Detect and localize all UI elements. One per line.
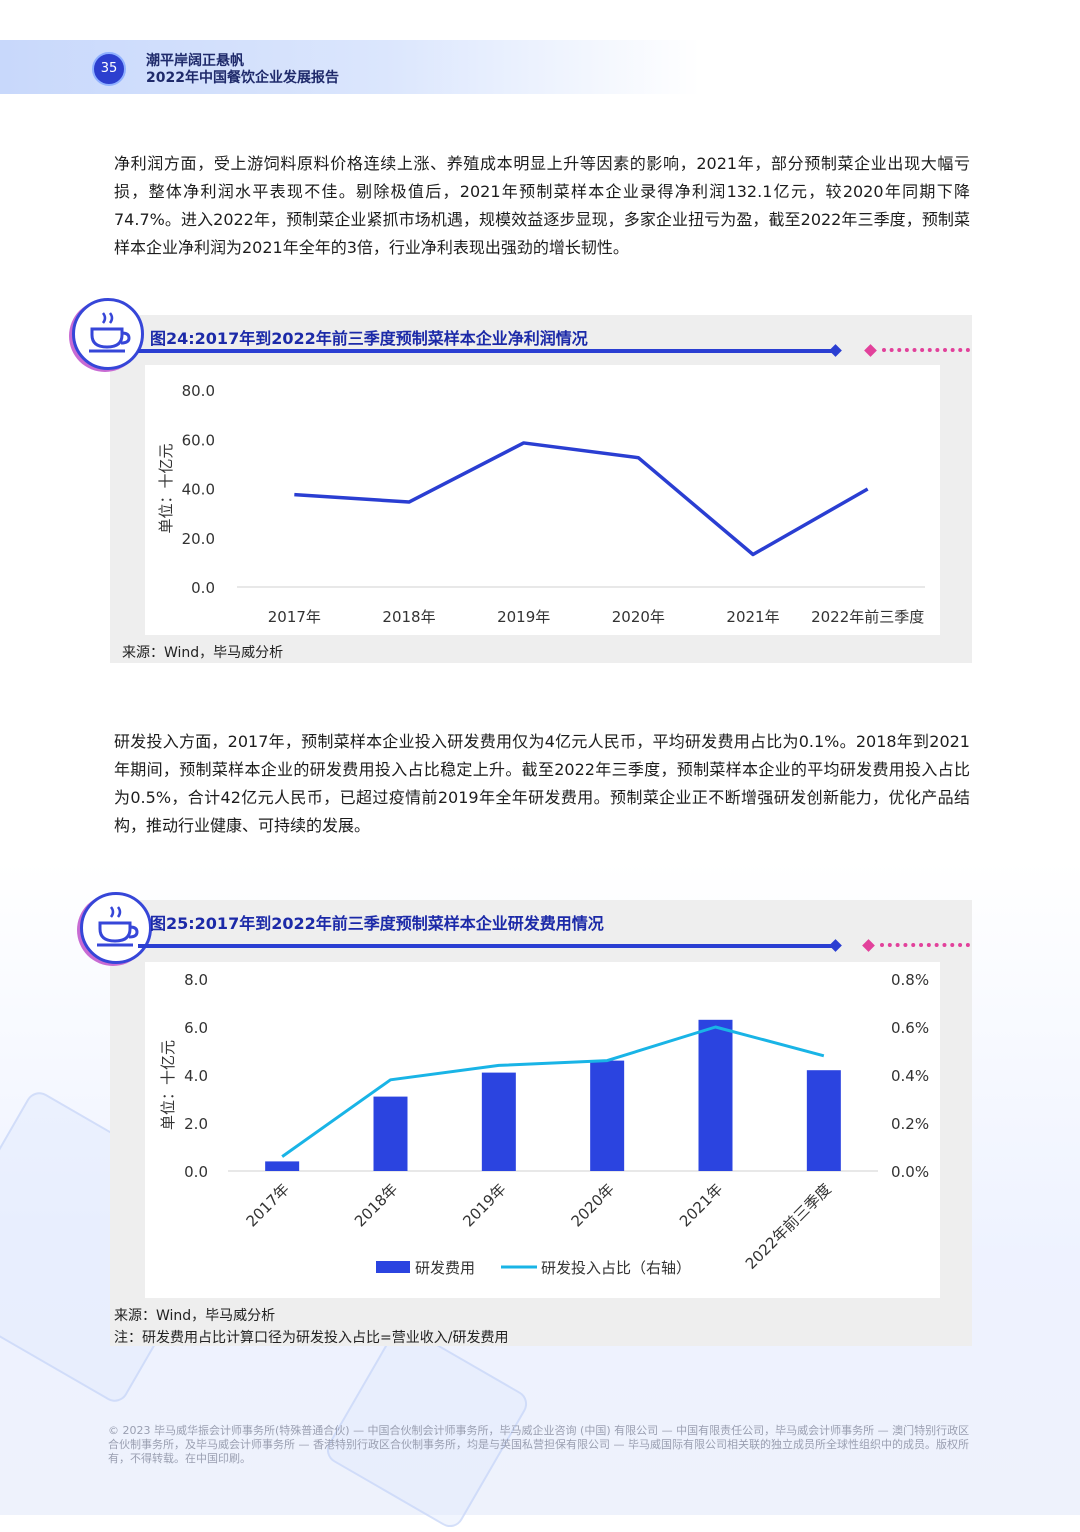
y-right-tick-label: 0.0% <box>891 1163 929 1181</box>
x-tick-label: 2021年 <box>676 1180 726 1230</box>
y-left-tick-label: 4.0 <box>184 1067 208 1085</box>
y-left-tick-label: 2.0 <box>184 1115 208 1133</box>
coffee-cup-icon <box>80 892 152 964</box>
y-left-tick-label: 0.0 <box>184 1163 208 1181</box>
x-tick-label: 2017年 <box>268 608 321 626</box>
y-tick-label: 60.0 <box>182 431 215 449</box>
rd-expense-bar <box>374 1097 408 1171</box>
pink-dotted-rule <box>882 348 970 356</box>
x-tick-label: 2021年 <box>726 608 779 626</box>
rd-expense-bar <box>482 1073 516 1171</box>
rd-expense-bar <box>699 1020 733 1171</box>
net-profit-line-chart: 0.0 20.0 40.0 60.0 80.0 2017年 2018年 2019年 2020年 2… <box>145 365 940 635</box>
y-right-tick-label: 0.6% <box>891 1019 929 1037</box>
copyright-footer: © 2023 毕马威华振会计师事务所(特殊普通合伙) — 中国合伙制会计师事务所… <box>108 1424 974 1466</box>
rd-ratio-series-line <box>282 1027 824 1157</box>
rd-expense-bar <box>590 1061 624 1171</box>
x-tick-label: 2018年 <box>382 608 435 626</box>
y-tick-label: 20.0 <box>182 530 215 548</box>
figure-24-title: 图24:2017年到2022年前三季度预制菜样本企业净利润情况 <box>150 325 588 349</box>
y-tick-label: 0.0 <box>191 579 215 597</box>
y-tick-label: 80.0 <box>182 382 215 400</box>
legend-label-bar: 研发费用 <box>415 1259 475 1277</box>
x-tick-label: 2017年 <box>243 1180 293 1230</box>
y-axis-label: 单位：十亿元 <box>159 1040 177 1130</box>
x-tick-label: 2022年前三季度 <box>742 1180 835 1273</box>
x-tick-label: 2020年 <box>568 1180 618 1230</box>
y-right-tick-label: 0.4% <box>891 1067 929 1085</box>
legend-label-line: 研发投入占比（右轴） <box>541 1259 691 1277</box>
y-tick-label: 40.0 <box>182 481 215 499</box>
figure-25-title: 图25:2017年到2022年前三季度预制菜样本企业研发费用情况 <box>150 910 604 934</box>
figure-25-note: 注：研发费用占比计算口径为研发投入占比=营业收入/研发费用 <box>114 1327 508 1347</box>
report-title: 2022年中国餐饮企业发展报告 <box>146 67 339 87</box>
legend-swatch-bar <box>376 1261 410 1273</box>
net-profit-series-line <box>294 443 867 555</box>
rd-expense-bar <box>807 1070 841 1171</box>
y-right-tick-label: 0.8% <box>891 971 929 989</box>
rd-expense-bar <box>265 1161 299 1171</box>
body-paragraph-net-profit: 净利润方面，受上游饲料原料价格连续上涨、养殖成本明显上升等因素的影响，2021年… <box>114 150 970 262</box>
figure-24-source: 来源：Wind，毕马威分析 <box>122 642 283 662</box>
coffee-cup-icon <box>72 298 144 370</box>
x-tick-label: 2018年 <box>351 1180 401 1230</box>
x-tick-label: 2019年 <box>459 1180 509 1230</box>
y-axis-label: 单位：十亿元 <box>157 443 175 533</box>
body-paragraph-rd: 研发投入方面，2017年，预制菜样本企业投入研发费用仅为4亿元人民币，平均研发费… <box>114 728 970 840</box>
x-tick-label: 2022年前三季度 <box>811 608 924 626</box>
x-tick-label: 2019年 <box>497 608 550 626</box>
figure-25-plot-area: 0.0 2.0 4.0 6.0 8.0 0.0% 0.2% 0.4% 0.6% 0.8% 单位：十亿… <box>145 962 940 1298</box>
page-number: 35 <box>92 52 126 86</box>
pink-dotted-rule <box>880 943 970 951</box>
y-left-tick-label: 6.0 <box>184 1019 208 1037</box>
x-tick-label: 2020年 <box>612 608 665 626</box>
figure-25-title-rule <box>138 944 836 948</box>
figure-24-plot-area: 0.0 20.0 40.0 60.0 80.0 2017年 2018年 2019年 2020年 2… <box>145 365 940 635</box>
figure-25-source: 来源：Wind，毕马威分析 <box>114 1305 275 1325</box>
rd-expense-combo-chart: 0.0 2.0 4.0 6.0 8.0 0.0% 0.2% 0.4% 0.6% 0.8% 单位：十亿… <box>145 962 940 1298</box>
figure-24-title-rule <box>138 349 836 353</box>
y-right-tick-label: 0.2% <box>891 1115 929 1133</box>
y-left-tick-label: 8.0 <box>184 971 208 989</box>
